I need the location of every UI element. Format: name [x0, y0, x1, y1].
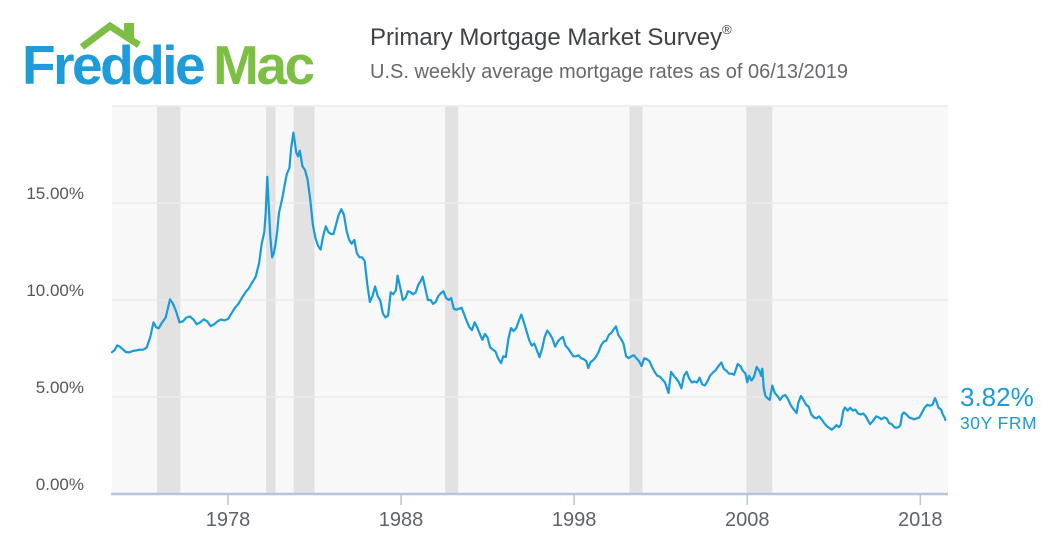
logo-word-mac: Mac: [213, 34, 315, 96]
latest-rate-series-label: 30Y FRM: [960, 413, 1038, 433]
title-block: Primary Mortgage Market Survey® U.S. wee…: [370, 22, 849, 84]
chart-title-text: Primary Mortgage Market Survey: [370, 24, 723, 51]
logo-text: Freddie Mac: [22, 38, 315, 93]
y-axis-label: 5.00%: [36, 378, 84, 397]
y-axis-label: 15.00%: [26, 184, 84, 203]
registered-trademark-mark: ®: [722, 22, 732, 37]
freddie-mac-logo: Freddie Mac: [20, 8, 350, 93]
x-axis-label: 1988: [379, 509, 424, 531]
x-axis-label: 1978: [206, 509, 251, 531]
logo-word-freddie: Freddie: [22, 34, 206, 96]
x-axis-label: 1998: [552, 509, 597, 531]
header: Freddie Mac Primary Mortgage Market Surve…: [0, 0, 1062, 95]
y-axis-label: 10.00%: [26, 281, 84, 300]
y-axis-label: 0.00%: [36, 475, 84, 494]
latest-rate-value: 3.82%: [960, 382, 1034, 412]
rate-line: [110, 131, 947, 431]
chart-subtitle: U.S. weekly average mortgage rates as of…: [370, 60, 849, 83]
x-axis-label: 2018: [898, 509, 943, 531]
chart-title: Primary Mortgage Market Survey®: [370, 22, 848, 53]
latest-rate-annotation: 3.82% 30Y FRM: [960, 384, 1037, 433]
x-axis-label: 2008: [725, 509, 770, 531]
house-roof-icon: [79, 21, 141, 50]
